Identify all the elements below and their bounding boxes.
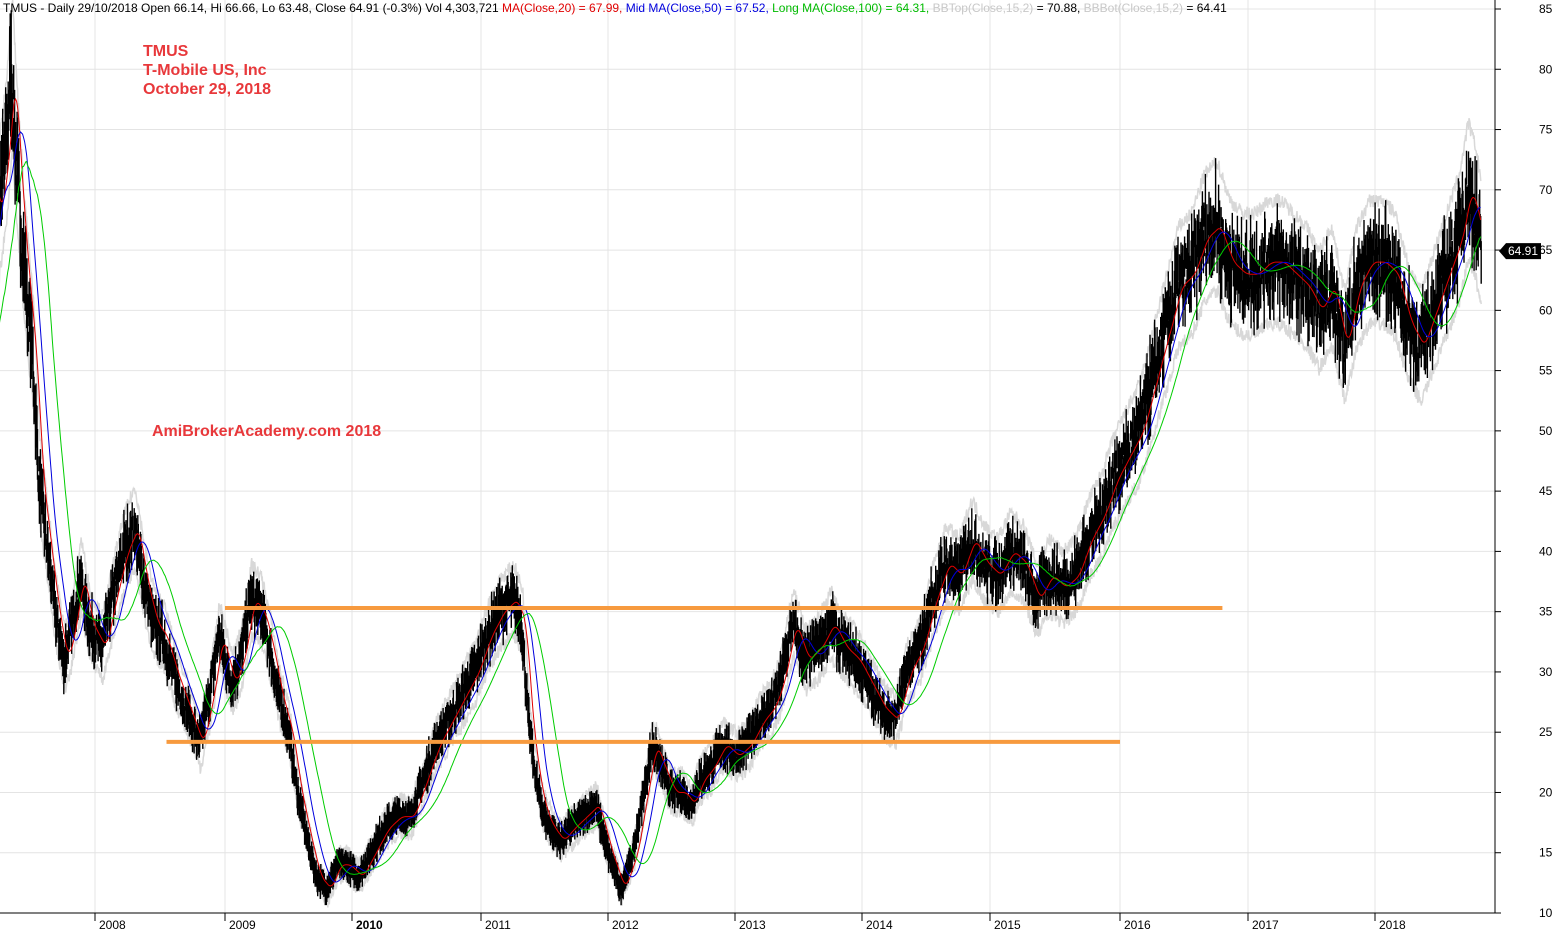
x-tick-label: 2014 [866, 918, 893, 932]
y-tick-label: 65 [1539, 243, 1553, 257]
price-bars [0, 10, 1482, 906]
series-bbtop-close-15-2- [0, 0, 1482, 883]
y-tick-label: 80 [1539, 62, 1553, 76]
y-tick-label: 55 [1539, 364, 1553, 378]
y-tick-label: 70 [1539, 183, 1553, 197]
y-tick-label: 45 [1539, 484, 1553, 498]
x-tick-label: 2016 [1124, 918, 1151, 932]
series-ma-close-20- [0, 97, 1482, 887]
header-ma100: Long MA(Close,100) = 64.31, [772, 1, 933, 15]
header-ma50: Mid MA(Close,50) = 67.52, [625, 1, 773, 15]
annotation-ticker: TMUS [143, 43, 189, 60]
y-tick-label: 85 [1539, 2, 1553, 16]
y-tick-label: 60 [1539, 303, 1553, 317]
y-tick-label: 30 [1539, 665, 1553, 679]
y-tick-label: 50 [1539, 424, 1553, 438]
chart-header: TMUS - Daily 29/10/2018 Open 66.14, Hi 6… [3, 1, 1227, 15]
watermark: AmiBrokerAcademy.com 2018 [152, 423, 382, 440]
x-tick-label: 2012 [612, 918, 639, 932]
y-tick-label: 15 [1539, 846, 1553, 860]
header-ma20: MA(Close,20) = 67.99, [501, 1, 626, 15]
x-tick-label: 2017 [1252, 918, 1279, 932]
y-tick-label: 20 [1539, 785, 1553, 799]
series-mid-ma-close-50- [0, 131, 1481, 883]
y-tick-label: 75 [1539, 123, 1553, 137]
chart-annotation: TMUS T-Mobile US, Inc October 29, 2018 [143, 42, 271, 99]
header-bbtop-value: = 70.88, [1033, 1, 1084, 15]
x-tick-label: 2011 [485, 918, 511, 932]
x-tick-label: 2018 [1379, 918, 1406, 932]
last-price-label: 64.91 [1508, 244, 1538, 258]
header-bbtop-label: BBTop(Close,15,2) [932, 1, 1034, 15]
x-tick-label: 2009 [229, 918, 256, 932]
x-tick-label: 2015 [994, 918, 1021, 932]
last-price-badge [1499, 243, 1541, 260]
annotation-company: T-Mobile US, Inc [143, 62, 267, 79]
header-bbbot-value: = 64.41 [1183, 1, 1227, 15]
header-symbol-info: TMUS - Daily 29/10/2018 Open 66.14, Hi 6… [3, 1, 502, 15]
series-long-ma-close-100- [0, 160, 1482, 875]
x-tick-label: 2008 [99, 918, 126, 932]
x-tick-label: 2013 [739, 918, 766, 932]
y-tick-label: 10 [1539, 906, 1553, 920]
x-tick-label: 2010 [356, 918, 383, 932]
y-tick-label: 35 [1539, 605, 1553, 619]
y-tick-label: 40 [1539, 544, 1553, 558]
annotation-date: October 29, 2018 [143, 81, 272, 98]
y-tick-label: 25 [1539, 725, 1553, 739]
header-bbbot-label: BBBot(Close,15,2) [1083, 1, 1184, 15]
